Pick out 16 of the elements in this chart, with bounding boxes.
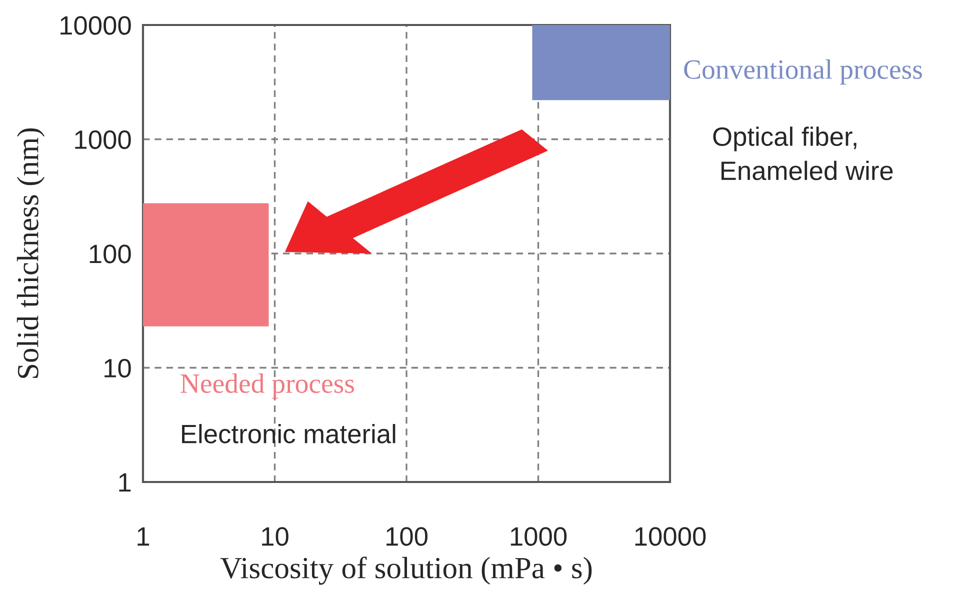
y-axis-title: Solid thickness (nm)	[16, 128, 45, 378]
x-tick-label: 1000	[510, 527, 567, 546]
x-tick-label: 10	[262, 527, 288, 546]
legend-label: Conventional process	[684, 59, 922, 85]
y-tick-label: 1	[119, 473, 131, 492]
x-axis-title: Viscosity of solution (mPa • s)	[220, 556, 592, 585]
annotation: Electronic material	[182, 424, 396, 444]
y-tick-label: 10000	[60, 16, 131, 35]
y-tick-label: 100	[90, 244, 131, 264]
y-tick-label: 10	[104, 358, 131, 378]
x-tick-label: 1	[138, 527, 150, 546]
text: Optical fiber, Enameled wire	[713, 126, 893, 180]
x-tick-label: 10000	[635, 527, 706, 546]
legend-label: Needed process	[180, 373, 354, 399]
y-tick-label: 1000	[75, 130, 131, 150]
x-tick-label: 100	[386, 527, 428, 546]
